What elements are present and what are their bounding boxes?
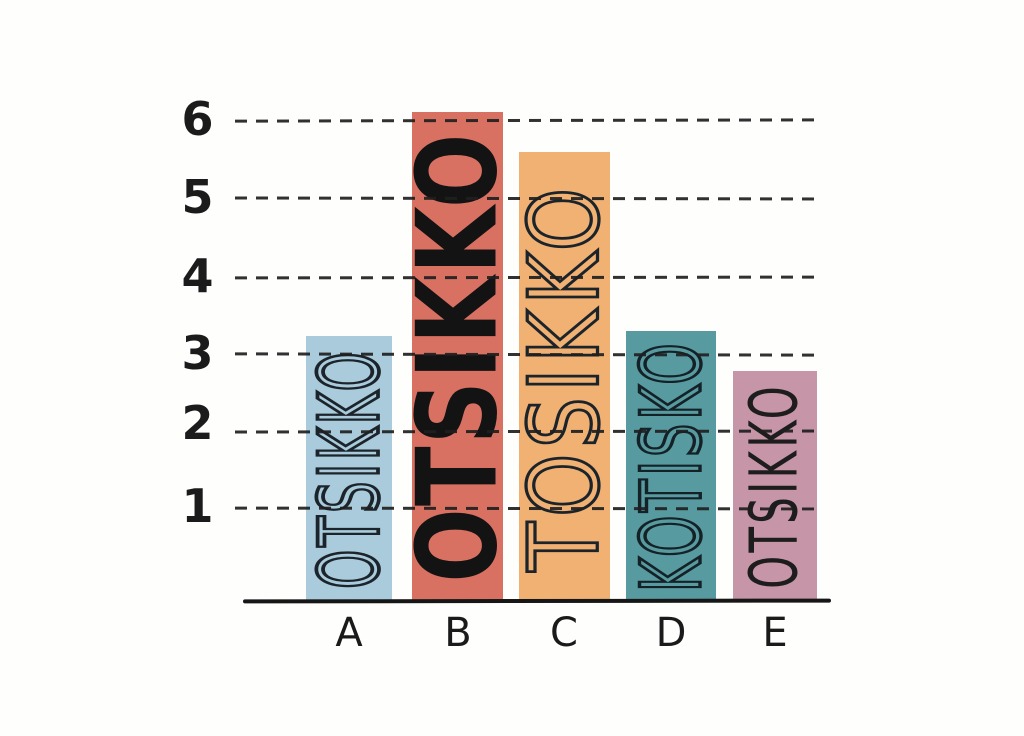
x-tick-label-b: B [444,610,472,656]
x-axis-line [242,598,832,604]
bar-d-text: KOTISKO [621,338,721,593]
bar-c: TOSIKKO [506,152,622,601]
x-tick-label-c: C [550,610,578,656]
y-tick-label-5: 5 [181,170,213,224]
gridline-4 [234,275,824,280]
bar-b: OTSIKKO [392,112,521,601]
bar-d: KOTISKO [621,331,721,601]
bar-c-text: TOSIKKO [506,181,622,573]
y-tick-label-1: 1 [181,479,213,533]
bar-a-text: OTSIKKO [299,347,399,590]
x-tick-label-a: A [335,610,363,656]
bar-a: OTSIKKO [299,336,399,601]
bar-e-text: OTSIKKO [737,383,813,589]
gridline-5 [234,196,824,201]
gridline-6 [234,118,824,123]
x-tick-label-d: D [655,610,687,656]
bar-e: OTSIKKO [733,371,817,601]
y-tick-label-6: 6 [181,92,213,146]
x-tick-label-e: E [762,610,788,656]
y-tick-label-2: 2 [181,396,213,450]
y-tick-label-4: 4 [181,249,213,303]
y-tick-label-3: 3 [181,326,213,380]
